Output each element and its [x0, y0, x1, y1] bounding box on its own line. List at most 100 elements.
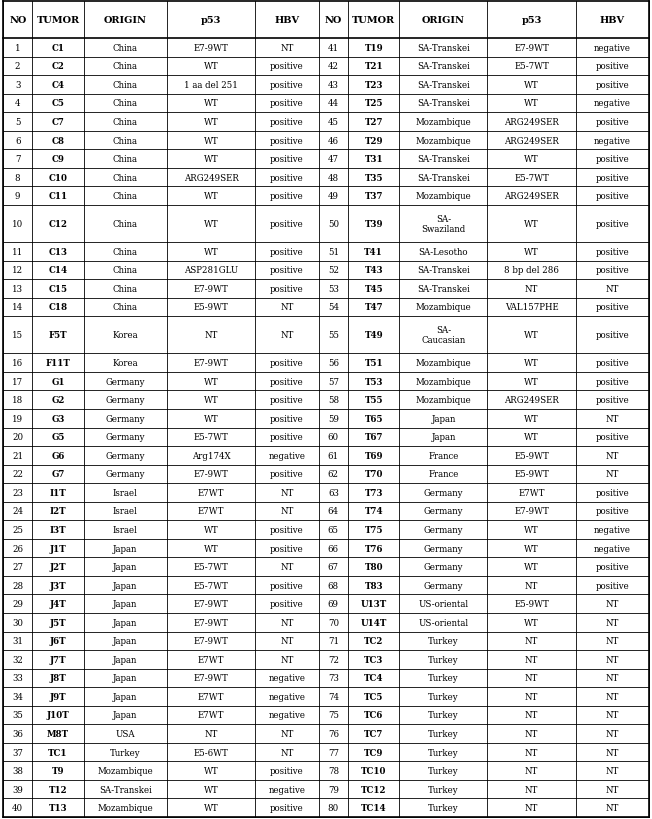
- Text: C2: C2: [52, 62, 65, 71]
- Text: WT: WT: [524, 378, 539, 387]
- Text: E7-9WT: E7-9WT: [194, 600, 228, 609]
- Text: E7WT: E7WT: [518, 488, 545, 497]
- Text: 31: 31: [12, 636, 23, 645]
- Text: J6T: J6T: [50, 636, 67, 645]
- Text: positive: positive: [270, 803, 304, 812]
- Text: E5-7WT: E5-7WT: [194, 563, 228, 572]
- Text: 12: 12: [12, 266, 23, 275]
- Text: SA-Transkei: SA-Transkei: [417, 99, 470, 108]
- Text: negative: negative: [594, 99, 630, 108]
- Text: NT: NT: [606, 414, 619, 423]
- Text: 34: 34: [12, 692, 23, 701]
- Text: WT: WT: [524, 247, 539, 256]
- Text: J3T: J3T: [50, 581, 67, 590]
- Text: NT: NT: [280, 729, 293, 738]
- Text: T70: T70: [364, 470, 383, 479]
- Text: 71: 71: [328, 636, 339, 645]
- Text: T41: T41: [364, 247, 383, 256]
- Text: 21: 21: [12, 451, 23, 460]
- Text: 25: 25: [12, 526, 23, 534]
- Text: positive: positive: [270, 470, 304, 479]
- Text: Israel: Israel: [113, 488, 138, 497]
- Text: Mozambique: Mozambique: [415, 192, 471, 201]
- Text: SA-
Caucasian: SA- Caucasian: [421, 326, 466, 345]
- Text: T65: T65: [364, 414, 383, 423]
- Text: WT: WT: [203, 137, 218, 146]
- Text: 68: 68: [328, 581, 339, 590]
- Text: positive: positive: [595, 118, 629, 127]
- Text: SA-Transkei: SA-Transkei: [417, 285, 470, 293]
- Text: 1 aa del 251: 1 aa del 251: [184, 81, 238, 90]
- Text: 48: 48: [328, 174, 339, 183]
- Text: E5-9WT: E5-9WT: [514, 600, 549, 609]
- Text: TC4: TC4: [364, 673, 383, 682]
- Text: ARG249SER: ARG249SER: [504, 396, 559, 405]
- Text: WT: WT: [203, 785, 218, 794]
- Text: 6: 6: [15, 137, 20, 146]
- Text: 54: 54: [328, 303, 339, 312]
- Text: 76: 76: [328, 729, 339, 738]
- Text: E5-9WT: E5-9WT: [514, 451, 549, 460]
- Text: NT: NT: [525, 655, 539, 664]
- Text: T49: T49: [364, 331, 383, 340]
- Text: Japan: Japan: [431, 432, 456, 441]
- Text: WT: WT: [203, 62, 218, 71]
- Text: NT: NT: [280, 43, 293, 52]
- Text: positive: positive: [595, 219, 629, 229]
- Text: NT: NT: [606, 803, 619, 812]
- Text: WT: WT: [524, 155, 539, 164]
- Text: T67: T67: [364, 432, 383, 441]
- Text: NT: NT: [525, 581, 539, 590]
- Text: T51: T51: [364, 359, 383, 368]
- Text: E7WT: E7WT: [198, 655, 224, 664]
- Text: Turkey: Turkey: [110, 748, 141, 757]
- Text: NT: NT: [525, 767, 539, 776]
- Bar: [3, 2, 649, 39]
- Text: VAL157PHE: VAL157PHE: [505, 303, 558, 312]
- Text: US-oriental: US-oriental: [419, 600, 469, 609]
- Text: 42: 42: [328, 62, 339, 71]
- Text: NT: NT: [280, 488, 293, 497]
- Text: 56: 56: [328, 359, 339, 368]
- Text: U13T: U13T: [361, 600, 387, 609]
- Text: China: China: [113, 303, 138, 312]
- Text: 10: 10: [12, 219, 23, 229]
- Text: Germany: Germany: [106, 432, 145, 441]
- Text: C7: C7: [52, 118, 65, 127]
- Text: TC7: TC7: [364, 729, 383, 738]
- Text: 24: 24: [12, 507, 23, 516]
- Text: Germany: Germany: [424, 581, 463, 590]
- Text: NT: NT: [606, 711, 619, 720]
- Text: Japan: Japan: [113, 544, 138, 553]
- Text: SA-Transkei: SA-Transkei: [417, 43, 470, 52]
- Text: positive: positive: [595, 266, 629, 275]
- Text: T73: T73: [364, 488, 383, 497]
- Text: positive: positive: [270, 99, 304, 108]
- Text: T55: T55: [364, 396, 383, 405]
- Text: NO: NO: [325, 16, 342, 25]
- Text: SA-Transkei: SA-Transkei: [417, 81, 470, 90]
- Text: Arg174X: Arg174X: [192, 451, 230, 460]
- Text: Turkey: Turkey: [428, 655, 459, 664]
- Text: 40: 40: [12, 803, 23, 812]
- Text: T80: T80: [364, 563, 383, 572]
- Text: Mozambique: Mozambique: [415, 359, 471, 368]
- Text: NT: NT: [280, 748, 293, 757]
- Text: China: China: [113, 81, 138, 90]
- Text: positive: positive: [270, 600, 304, 609]
- Text: positive: positive: [270, 137, 304, 146]
- Text: TC10: TC10: [361, 767, 387, 776]
- Text: TC6: TC6: [364, 711, 383, 720]
- Text: NT: NT: [525, 636, 539, 645]
- Text: negative: negative: [269, 711, 305, 720]
- Text: WT: WT: [203, 767, 218, 776]
- Text: TC2: TC2: [364, 636, 383, 645]
- Text: C18: C18: [48, 303, 68, 312]
- Text: J2T: J2T: [50, 563, 67, 572]
- Text: Japan: Japan: [431, 414, 456, 423]
- Text: NT: NT: [280, 618, 293, 627]
- Text: Turkey: Turkey: [428, 711, 459, 720]
- Text: T35: T35: [364, 174, 383, 183]
- Text: WT: WT: [524, 432, 539, 441]
- Text: 70: 70: [328, 618, 339, 627]
